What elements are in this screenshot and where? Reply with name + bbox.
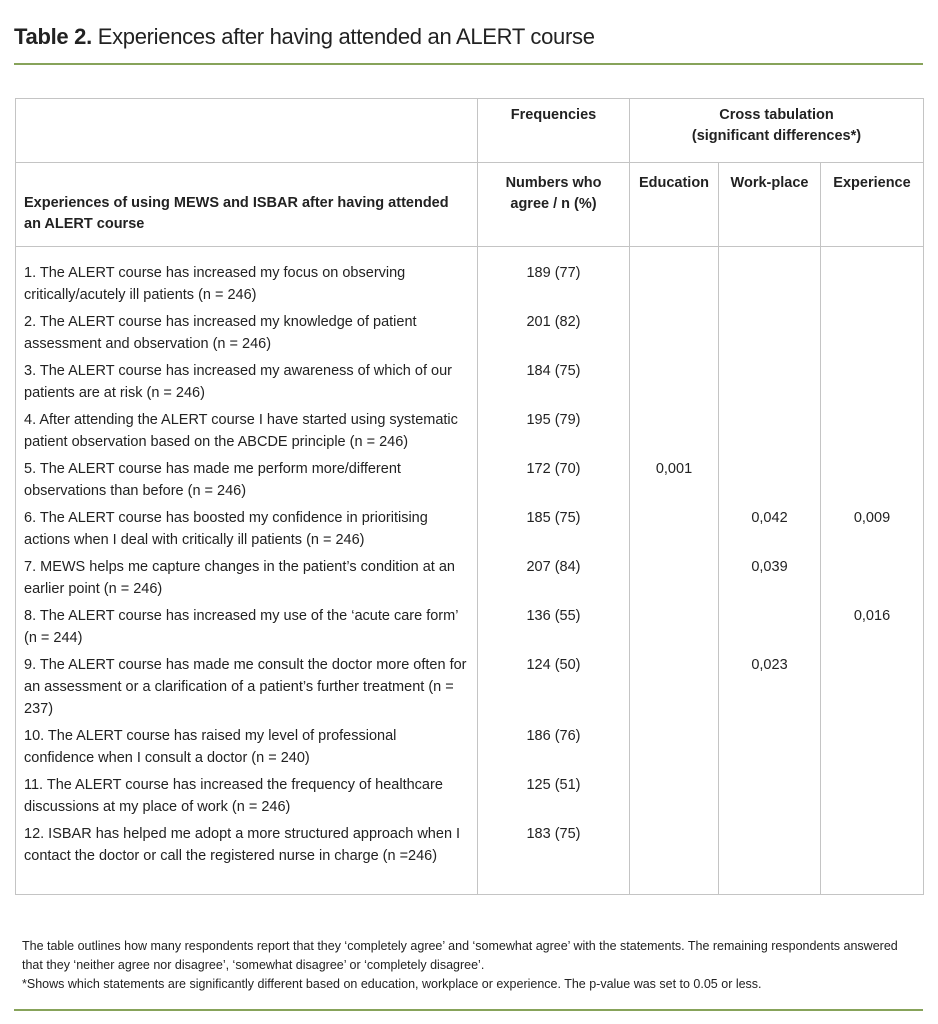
experience-cell	[820, 556, 924, 605]
workplace-cell: 0,023	[718, 654, 821, 725]
education-cell	[629, 605, 719, 654]
statement-cell: 10. The ALERT course has raised my level…	[15, 725, 478, 774]
statement-cell: 2. The ALERT course has increased my kno…	[15, 311, 478, 360]
frequency-cell: 195 (79)	[477, 409, 630, 458]
experience-cell	[820, 360, 924, 409]
header-workplace: Work-place	[718, 162, 821, 247]
table-row: 2. The ALERT course has increased my kno…	[15, 311, 924, 360]
workplace-cell	[718, 360, 821, 409]
workplace-cell	[718, 774, 821, 823]
frequency-cell: 172 (70)	[477, 458, 630, 507]
header-frequencies: Frequencies	[477, 98, 630, 163]
experience-cell	[820, 774, 924, 823]
table-row: 11. The ALERT course has increased the f…	[15, 774, 924, 823]
header-education: Education	[629, 162, 719, 247]
frequency-cell: 136 (55)	[477, 605, 630, 654]
frequency-cell: 186 (76)	[477, 725, 630, 774]
education-cell	[629, 774, 719, 823]
education-cell	[629, 409, 719, 458]
statement-cell: 7. MEWS helps me capture changes in the …	[15, 556, 478, 605]
education-cell	[629, 507, 719, 556]
workplace-cell	[718, 823, 821, 895]
experience-cell	[820, 246, 924, 311]
table-row: 9. The ALERT course has made me consult …	[15, 654, 924, 725]
education-cell	[629, 654, 719, 725]
frequency-cell: 185 (75)	[477, 507, 630, 556]
education-cell	[629, 311, 719, 360]
table-notes: The table outlines how many respondents …	[22, 937, 922, 994]
experience-cell	[820, 725, 924, 774]
header-experience: Experience	[820, 162, 924, 247]
statement-cell: 8. The ALERT course has increased my use…	[15, 605, 478, 654]
workplace-cell	[718, 409, 821, 458]
experiences-table: Frequencies Cross tabulation (significan…	[15, 98, 924, 895]
top-divider	[14, 63, 923, 65]
statement-cell: 6. The ALERT course has boosted my confi…	[15, 507, 478, 556]
table-row: 10. The ALERT course has raised my level…	[15, 725, 924, 774]
table-row: 12. ISBAR has helped me adopt a more str…	[15, 823, 924, 895]
frequency-cell: 201 (82)	[477, 311, 630, 360]
experience-cell	[820, 409, 924, 458]
workplace-cell	[718, 246, 821, 311]
education-cell: 0,001	[629, 458, 719, 507]
education-cell	[629, 246, 719, 311]
table-row: 6. The ALERT course has boosted my confi…	[15, 507, 924, 556]
table-row: 7. MEWS helps me capture changes in the …	[15, 556, 924, 605]
header-empty	[15, 98, 478, 163]
table-row: 8. The ALERT course has increased my use…	[15, 605, 924, 654]
frequency-cell: 207 (84)	[477, 556, 630, 605]
table-row: 1. The ALERT course has increased my foc…	[15, 246, 924, 311]
statement-cell: 5. The ALERT course has made me perform …	[15, 458, 478, 507]
table-title: Table 2. Experiences after having attend…	[14, 24, 595, 50]
table-row: 4. After attending the ALERT course I ha…	[15, 409, 924, 458]
statement-cell: 4. After attending the ALERT course I ha…	[15, 409, 478, 458]
frequency-cell: 189 (77)	[477, 246, 630, 311]
header-statement: Experiences of using MEWS and ISBAR afte…	[15, 162, 478, 247]
experience-cell	[820, 654, 924, 725]
workplace-cell	[718, 311, 821, 360]
statement-cell: 9. The ALERT course has made me consult …	[15, 654, 478, 725]
experience-cell	[820, 311, 924, 360]
table-row: 3. The ALERT course has increased my awa…	[15, 360, 924, 409]
note-line-1: The table outlines how many respondents …	[22, 939, 898, 972]
experience-cell: 0,016	[820, 605, 924, 654]
table-caption: Experiences after having attended an ALE…	[91, 24, 595, 49]
header-numbers-label: Numbers who agree / n (%)	[505, 175, 602, 212]
workplace-cell	[718, 605, 821, 654]
header-cross-tabulation: Cross tabulation (significant difference…	[629, 98, 924, 163]
statement-cell: 3. The ALERT course has increased my awa…	[15, 360, 478, 409]
workplace-cell: 0,042	[718, 507, 821, 556]
table-number: Table 2.	[14, 24, 92, 49]
header-cross-tabulation-label: Cross tabulation (significant difference…	[691, 107, 862, 144]
education-cell	[629, 360, 719, 409]
bottom-divider	[14, 1009, 923, 1011]
header-numbers: Numbers who agree / n (%)	[477, 162, 630, 247]
frequency-cell: 124 (50)	[477, 654, 630, 725]
statement-cell: 12. ISBAR has helped me adopt a more str…	[15, 823, 478, 895]
frequency-cell: 184 (75)	[477, 360, 630, 409]
statement-cell: 11. The ALERT course has increased the f…	[15, 774, 478, 823]
experience-cell	[820, 823, 924, 895]
frequency-cell: 125 (51)	[477, 774, 630, 823]
table-row: 5. The ALERT course has made me perform …	[15, 458, 924, 507]
education-cell	[629, 823, 719, 895]
experience-cell	[820, 458, 924, 507]
note-line-2: *Shows which statements are significantl…	[22, 977, 762, 991]
workplace-cell	[718, 458, 821, 507]
experience-cell: 0,009	[820, 507, 924, 556]
education-cell	[629, 556, 719, 605]
education-cell	[629, 725, 719, 774]
frequency-cell: 183 (75)	[477, 823, 630, 895]
workplace-cell	[718, 725, 821, 774]
workplace-cell: 0,039	[718, 556, 821, 605]
statement-cell: 1. The ALERT course has increased my foc…	[15, 246, 478, 311]
